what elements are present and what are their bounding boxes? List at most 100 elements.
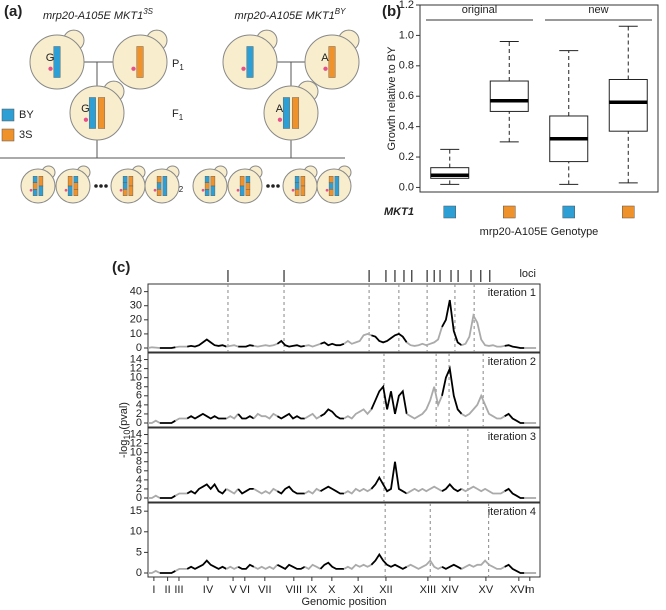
y-tick-label: 12 (130, 438, 142, 450)
x-tick-label: XII (379, 584, 392, 596)
panel-frame (147, 352, 541, 428)
y-tick-label: 15 (130, 505, 142, 517)
row-label: MKT1 (384, 206, 414, 218)
cross-title-sup: BY (335, 7, 346, 16)
loci-label: loci (519, 268, 536, 280)
chromosome-trace (253, 487, 278, 495)
chromosome-trace (304, 563, 321, 571)
chromosome (32, 189, 38, 196)
chromosome (73, 189, 79, 196)
chromosome-trace (148, 494, 161, 499)
chromosome (210, 176, 216, 187)
chromosome (245, 189, 251, 196)
chromosome-trace (174, 417, 188, 422)
genotype-swatch (503, 205, 516, 219)
chromosome (328, 182, 334, 190)
chromosome (136, 46, 144, 78)
box (608, 78, 648, 132)
y-tick-label: 4 (136, 399, 142, 411)
chromosome-trace (406, 386, 443, 420)
chromosome-trace (186, 412, 227, 420)
mutation-mark (83, 117, 89, 122)
mutation-mark (153, 188, 157, 192)
chromosome (294, 189, 300, 196)
chromosome (67, 185, 73, 196)
chromosome (122, 189, 128, 196)
chromosome (334, 176, 340, 196)
x-tick-label: VIII (286, 584, 303, 596)
allele-mark: A (321, 52, 329, 64)
panel-frame (147, 283, 541, 353)
chromosome-trace (226, 344, 239, 348)
chromosome-trace (237, 488, 254, 495)
chromosome-trace (441, 483, 463, 493)
ellipsis-dot (266, 184, 270, 188)
mutation-mark (241, 66, 246, 71)
y-tick-label: 0 (136, 492, 142, 504)
mutation-mark (64, 188, 68, 192)
chromosome-trace (225, 488, 239, 495)
chromosome-trace (237, 563, 255, 570)
chromosome-trace (238, 344, 254, 348)
chromosome-trace (276, 339, 305, 348)
panel-title: iteration 1 (488, 287, 536, 299)
chromosome (156, 176, 162, 183)
ellipsis-dot (94, 184, 98, 188)
plot-frame (419, 4, 659, 193)
chromosome (122, 182, 128, 190)
chromosome-trace (276, 412, 305, 420)
x-tick-label: I (152, 584, 155, 596)
chromosome-trace (304, 342, 321, 348)
genotype-swatch (443, 205, 456, 219)
panel-label: (c) (112, 259, 130, 276)
chromosome (53, 46, 61, 78)
generation-sub: 1 (179, 113, 184, 122)
allele-mark: G (81, 103, 90, 115)
chromosome (88, 97, 96, 129)
chromosome-trace (225, 565, 239, 570)
cell (55, 168, 91, 204)
genotype-swatch (622, 205, 635, 219)
generation-sub: 2 (179, 185, 184, 194)
y-tick-label: 5 (136, 546, 142, 558)
chromosome-trace (461, 485, 506, 495)
chromosome-trace (343, 332, 372, 345)
group-label: new (588, 4, 608, 16)
y-tick-label: 0.4 (399, 121, 414, 133)
x-tick-label: XI (353, 584, 363, 596)
box (489, 80, 529, 112)
chromosome-trace (304, 412, 321, 420)
chromosome-trace (461, 559, 506, 570)
cell (69, 85, 125, 141)
y-tick-label: 2 (136, 483, 142, 495)
mutation-mark (119, 188, 123, 192)
mutation-mark (277, 117, 283, 122)
chromosome (245, 176, 251, 183)
chromosome-trace (461, 312, 505, 348)
y-axis-label-part: 10 (122, 430, 132, 440)
panel-label: (a) (4, 3, 22, 20)
chromosome (73, 176, 79, 183)
y-tick-label: 6 (136, 465, 142, 477)
y-tick-label: 0.2 (399, 151, 414, 163)
x-axis-label: Genomic position (302, 596, 387, 608)
chromosome (210, 185, 216, 196)
chromosome-trace (370, 461, 408, 495)
mutation-mark (236, 188, 240, 192)
chromosome-trace (370, 552, 408, 570)
generation-text: P (172, 58, 179, 70)
y-axis-label: Growth relative to BY (386, 46, 398, 151)
x-tick-label: IX (307, 584, 318, 596)
y-tick-label: 4 (136, 474, 142, 486)
y-tick-label: 1.0 (399, 29, 414, 41)
allele-mark: G (46, 52, 55, 64)
y-tick-label: 40 (130, 286, 142, 298)
mutation-mark (323, 66, 328, 71)
y-tick-label: 12 (130, 363, 142, 375)
chromosome-trace (319, 561, 344, 570)
panel-title: iteration 3 (488, 431, 536, 443)
chromosome (204, 176, 210, 183)
chromosome-trace (148, 569, 161, 574)
cross-title-sup: 3S (143, 7, 153, 16)
